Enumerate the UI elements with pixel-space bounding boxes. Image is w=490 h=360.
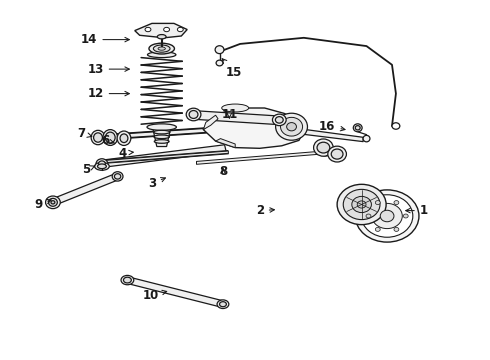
Polygon shape — [203, 115, 218, 130]
Ellipse shape — [314, 139, 333, 156]
Ellipse shape — [117, 131, 131, 145]
Text: 1: 1 — [406, 204, 428, 217]
Ellipse shape — [98, 164, 106, 168]
Text: 2: 2 — [256, 204, 274, 217]
Ellipse shape — [154, 135, 170, 139]
Ellipse shape — [394, 228, 399, 231]
Ellipse shape — [120, 134, 128, 143]
Ellipse shape — [217, 300, 229, 309]
Polygon shape — [153, 129, 171, 147]
Ellipse shape — [215, 46, 224, 54]
Ellipse shape — [91, 130, 105, 145]
Text: 9: 9 — [34, 198, 51, 211]
Ellipse shape — [149, 43, 174, 54]
Polygon shape — [216, 139, 235, 148]
Ellipse shape — [153, 45, 170, 52]
Ellipse shape — [147, 52, 176, 58]
Ellipse shape — [375, 201, 380, 204]
Text: 16: 16 — [319, 120, 345, 132]
Ellipse shape — [343, 189, 380, 220]
Ellipse shape — [352, 197, 371, 212]
Polygon shape — [135, 23, 187, 38]
Text: 14: 14 — [81, 33, 129, 46]
Text: 10: 10 — [143, 289, 167, 302]
Ellipse shape — [355, 126, 360, 130]
Text: 13: 13 — [87, 63, 129, 76]
Ellipse shape — [121, 275, 134, 285]
Ellipse shape — [49, 198, 57, 206]
Ellipse shape — [357, 201, 366, 208]
Ellipse shape — [319, 148, 332, 156]
Ellipse shape — [98, 161, 105, 167]
Polygon shape — [51, 174, 120, 205]
Ellipse shape — [46, 196, 60, 209]
Ellipse shape — [394, 201, 399, 204]
Polygon shape — [101, 145, 226, 167]
Text: 11: 11 — [221, 108, 238, 121]
Ellipse shape — [375, 228, 380, 231]
Ellipse shape — [372, 203, 402, 229]
Text: 15: 15 — [222, 59, 243, 78]
Ellipse shape — [95, 162, 109, 170]
Ellipse shape — [275, 117, 283, 123]
Polygon shape — [203, 108, 304, 148]
Text: 8: 8 — [219, 165, 227, 178]
Ellipse shape — [153, 130, 170, 134]
Ellipse shape — [403, 214, 408, 218]
Ellipse shape — [145, 27, 151, 32]
Ellipse shape — [103, 130, 118, 145]
Ellipse shape — [355, 190, 419, 242]
Ellipse shape — [154, 140, 169, 143]
Ellipse shape — [287, 122, 296, 131]
Ellipse shape — [189, 111, 198, 118]
Ellipse shape — [280, 117, 303, 136]
Ellipse shape — [220, 302, 226, 307]
Polygon shape — [126, 277, 224, 307]
Ellipse shape — [221, 104, 248, 112]
Ellipse shape — [51, 201, 55, 204]
Ellipse shape — [380, 210, 394, 222]
Ellipse shape — [157, 35, 166, 39]
Ellipse shape — [328, 146, 346, 162]
Ellipse shape — [362, 195, 413, 237]
Ellipse shape — [353, 124, 362, 132]
Ellipse shape — [94, 133, 102, 142]
Text: 4: 4 — [119, 147, 133, 159]
Ellipse shape — [317, 142, 330, 153]
Ellipse shape — [114, 174, 121, 179]
Ellipse shape — [177, 27, 183, 32]
Ellipse shape — [392, 123, 400, 129]
Ellipse shape — [112, 172, 123, 181]
Text: 12: 12 — [87, 87, 129, 100]
Ellipse shape — [275, 113, 308, 140]
Ellipse shape — [216, 60, 223, 66]
Ellipse shape — [123, 277, 131, 283]
Ellipse shape — [105, 132, 115, 143]
Ellipse shape — [164, 27, 170, 32]
Ellipse shape — [96, 159, 108, 169]
Ellipse shape — [186, 108, 201, 121]
Ellipse shape — [337, 184, 386, 225]
Text: 7: 7 — [77, 127, 92, 140]
Text: 5: 5 — [82, 163, 95, 176]
Text: 6: 6 — [101, 134, 115, 147]
Ellipse shape — [272, 114, 286, 126]
Text: 3: 3 — [148, 177, 166, 190]
Ellipse shape — [331, 149, 343, 159]
Ellipse shape — [363, 135, 370, 142]
Ellipse shape — [158, 47, 166, 50]
Ellipse shape — [366, 214, 371, 218]
Ellipse shape — [147, 124, 176, 130]
